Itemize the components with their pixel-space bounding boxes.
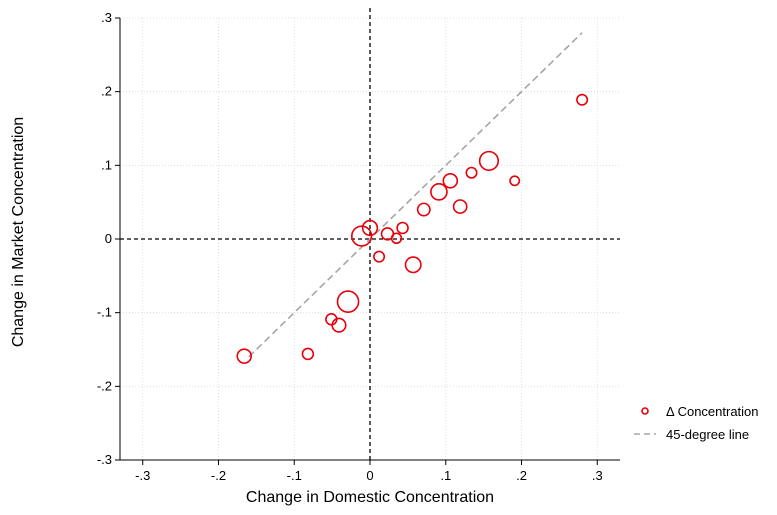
legend-label-line: 45-degree line <box>666 427 749 442</box>
y-tick-label: .1 <box>101 157 112 172</box>
scatter-point <box>442 173 459 189</box>
scatter-point <box>404 256 422 274</box>
scatter-point <box>390 232 403 244</box>
reference-lines <box>120 8 620 460</box>
points-layer <box>236 93 589 364</box>
scatter-point <box>576 93 589 106</box>
x-tick-label: -.3 <box>135 468 150 483</box>
x-tick-label: .3 <box>592 468 603 483</box>
y-tick-label: .2 <box>101 84 112 99</box>
legend-label-scatter: Δ Concentration <box>666 404 759 419</box>
x-tick-label: .2 <box>516 468 527 483</box>
scatter-point <box>336 290 360 313</box>
y-tick-label: 0 <box>105 231 112 246</box>
scatter-point <box>509 175 521 187</box>
axes: -.3 -.2 -.1 0 .1 .2 .3 -.3 -.2 -.1 0 .1 .2 .3 <box>97 10 620 483</box>
scatter-point <box>361 219 379 237</box>
x-tick-label: -.2 <box>211 468 226 483</box>
x-axis-title: Change in Domestic Concentration <box>246 489 494 506</box>
legend: Δ Concentration 45-degree line <box>634 404 759 442</box>
scatter-point <box>325 313 338 326</box>
fit-line-layer <box>248 32 583 358</box>
scatter-point <box>373 250 386 263</box>
scatter-point <box>465 166 478 179</box>
scatter-point <box>416 202 431 217</box>
y-tick-label: .3 <box>101 10 112 25</box>
scatter-point <box>350 225 373 247</box>
scatter-point <box>452 199 468 214</box>
scatter-point <box>430 182 448 201</box>
y-tick-label: -.2 <box>97 378 112 393</box>
scatter-point <box>478 150 500 172</box>
y-tick-label: -.3 <box>97 452 112 467</box>
y-tick-label: -.1 <box>97 305 112 320</box>
x-tick-label: .1 <box>440 468 451 483</box>
x-tick-label: -.1 <box>287 468 302 483</box>
scatter-point <box>236 348 253 364</box>
x-tick-label: 0 <box>366 468 373 483</box>
scatter-point <box>396 221 409 235</box>
legend-marker-scatter <box>641 407 649 415</box>
series-line-45-degree <box>248 32 583 358</box>
y-axis-title: Change in Market Concentration <box>10 117 27 347</box>
scatter-point <box>301 347 315 361</box>
